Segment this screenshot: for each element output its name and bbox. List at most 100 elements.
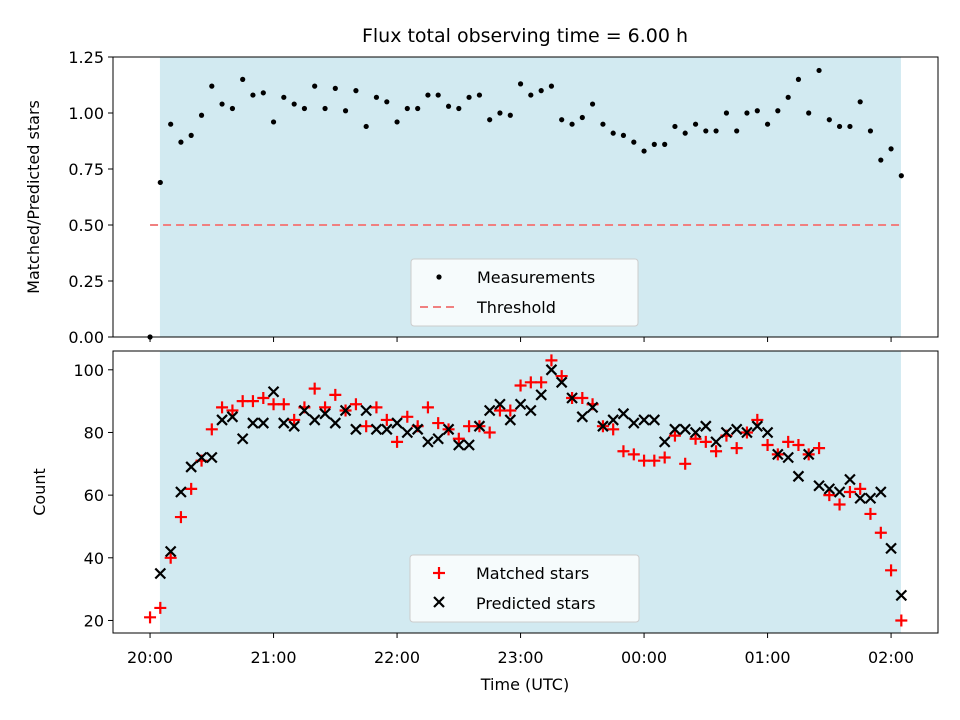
legend-matched-label: Matched stars: [476, 564, 589, 583]
predicted-star-point: [247, 417, 259, 429]
predicted-star-point: [689, 426, 702, 439]
predicted-star-point: [411, 423, 424, 436]
predicted-star-point: [514, 398, 527, 411]
measurement-point: [384, 99, 390, 105]
predicted-star-point: [535, 389, 547, 401]
predicted-star-point: [720, 426, 733, 439]
top-y-axis: 0.00 0.25 0.50 0.75 1.00 1.25: [68, 48, 113, 347]
top-y-tick-label: 0.50: [68, 216, 104, 235]
top-y-tick-label: 0.25: [68, 272, 104, 291]
predicted-star-point: [555, 376, 568, 389]
predicted-star-point: [185, 461, 197, 473]
bottom-y-tick-label: 40: [84, 549, 104, 568]
predicted-star-point: [226, 411, 239, 423]
legend-threshold-label: Threshold: [476, 298, 556, 317]
measurement-point: [342, 108, 349, 114]
matched-star-point: [185, 482, 198, 495]
bottom-legend-box: [409, 554, 640, 623]
measurement-point: [487, 117, 493, 123]
top-legend-box: [410, 258, 639, 327]
bottom-y-tick-label: 80: [84, 423, 104, 442]
matched-star-point: [854, 482, 867, 495]
measurement-point: [291, 101, 297, 107]
matched-star-point: [360, 420, 373, 433]
predicted-star-point: [844, 473, 856, 486]
predicted-star-point: [772, 448, 784, 461]
predicted-star-point: [257, 417, 270, 429]
measurement-point: [836, 123, 843, 130]
measurement-point: [589, 101, 596, 107]
matched-star-point: [843, 486, 856, 498]
measurement-point: [703, 128, 709, 134]
measurement-point: [250, 92, 256, 98]
measurement-point: [322, 105, 328, 112]
measurement-point: [425, 92, 431, 98]
predicted-star-point: [442, 423, 455, 436]
matched-star-point: [349, 398, 362, 411]
matched-star-point: [648, 454, 661, 467]
top-y-tick-label: 1.00: [68, 104, 104, 123]
predicted-star-point: [710, 436, 722, 448]
predicted-star-point: [802, 448, 815, 461]
bottom-points: [144, 354, 908, 627]
bottom-y-axis: 20 40 60 80 100: [73, 361, 113, 630]
matched-star-point: [617, 445, 630, 458]
matched-star-point: [319, 401, 332, 414]
matched-star-point: [493, 404, 506, 417]
top-y-tick-label: 0.00: [68, 328, 104, 347]
matched-star-point: [535, 376, 548, 389]
predicted-star-point: [813, 479, 825, 492]
top-y-tick-label: 0.75: [68, 160, 104, 179]
predicted-star-point: [669, 423, 681, 436]
x-tick-label: 20:00: [127, 648, 173, 667]
measurement-point: [579, 114, 585, 121]
measurement-point: [723, 110, 730, 116]
predicted-star-point: [432, 432, 444, 445]
measurement-point: [476, 92, 483, 98]
legend-predicted-marker: [433, 596, 445, 608]
predicted-star-point: [658, 436, 671, 448]
predicted-star-point: [628, 417, 640, 429]
bottom-legend: Matched stars Predicted stars: [409, 554, 640, 623]
measurement-point: [394, 119, 400, 125]
predicted-star-point: [278, 417, 290, 429]
top-points: [147, 67, 904, 340]
matched-star-point: [329, 388, 342, 401]
matched-star-point: [432, 417, 445, 430]
matched-star-point: [226, 404, 239, 417]
measurement-point: [435, 92, 441, 98]
matched-star-point: [246, 395, 259, 408]
matched-star-point: [391, 435, 404, 448]
measurement-point: [569, 121, 575, 127]
predicted-star-point: [206, 451, 218, 464]
measurement-point: [188, 132, 194, 138]
measurement-point: [600, 121, 606, 127]
predicted-star-point: [370, 423, 383, 436]
predicted-star-point: [586, 401, 599, 414]
measurement-point: [373, 94, 380, 100]
predicted-star-point: [875, 486, 887, 498]
measurement-point: [641, 148, 647, 154]
measurement-point: [734, 128, 740, 134]
predicted-star-point: [545, 364, 558, 376]
predicted-star-point: [597, 420, 609, 432]
predicted-star-point: [360, 404, 372, 417]
x-tick-label: 22:00: [374, 648, 420, 667]
top-plot-frame: [112, 56, 939, 338]
measurement-point: [651, 141, 657, 147]
measurement-point: [610, 130, 616, 136]
measurement-point: [517, 81, 524, 87]
measurement-point: [209, 83, 215, 89]
predicted-star-point: [463, 439, 475, 451]
x-axis-label: Time (UTC): [480, 675, 569, 694]
matched-star-point: [885, 564, 898, 577]
measurement-point: [229, 105, 236, 112]
measurement-point: [415, 105, 421, 112]
matched-star-point: [813, 442, 826, 455]
bottom-y-tick-label: 60: [84, 486, 104, 505]
x-tick-label: 21:00: [250, 648, 296, 667]
matched-star-point: [710, 445, 723, 458]
predicted-star-point: [792, 470, 805, 483]
predicted-star-point: [216, 414, 228, 426]
